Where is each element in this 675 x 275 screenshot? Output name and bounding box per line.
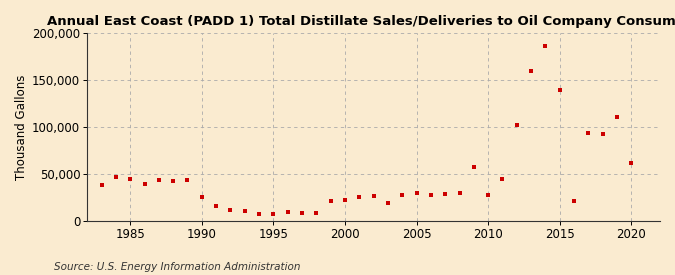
Point	[325, 199, 336, 203]
Point	[296, 211, 307, 216]
Point	[211, 204, 221, 208]
Point	[254, 212, 265, 216]
Point	[111, 175, 122, 179]
Point	[626, 161, 637, 165]
Point	[96, 183, 107, 187]
Point	[168, 179, 179, 184]
Point	[483, 192, 493, 197]
Point	[311, 211, 322, 216]
Point	[182, 178, 193, 183]
Point	[526, 69, 537, 73]
Point	[282, 210, 293, 214]
Point	[240, 209, 250, 214]
Point	[153, 178, 164, 183]
Point	[340, 198, 350, 202]
Point	[597, 131, 608, 136]
Point	[425, 193, 436, 198]
Point	[268, 212, 279, 216]
Point	[497, 177, 508, 181]
Point	[196, 195, 207, 200]
Title: Annual East Coast (PADD 1) Total Distillate Sales/Deliveries to Oil Company Cons: Annual East Coast (PADD 1) Total Distill…	[47, 15, 675, 28]
Point	[512, 123, 522, 127]
Point	[383, 201, 394, 205]
Point	[125, 177, 136, 181]
Text: Source: U.S. Energy Information Administration: Source: U.S. Energy Information Administ…	[54, 262, 300, 272]
Point	[397, 192, 408, 197]
Point	[225, 207, 236, 212]
Y-axis label: Thousand Gallons: Thousand Gallons	[15, 74, 28, 180]
Point	[468, 165, 479, 170]
Point	[568, 199, 579, 203]
Point	[411, 191, 422, 195]
Point	[583, 131, 594, 135]
Point	[369, 194, 379, 199]
Point	[454, 191, 465, 195]
Point	[354, 195, 364, 200]
Point	[139, 182, 150, 186]
Point	[612, 115, 622, 119]
Point	[540, 43, 551, 48]
Point	[554, 87, 565, 92]
Point	[440, 191, 451, 196]
